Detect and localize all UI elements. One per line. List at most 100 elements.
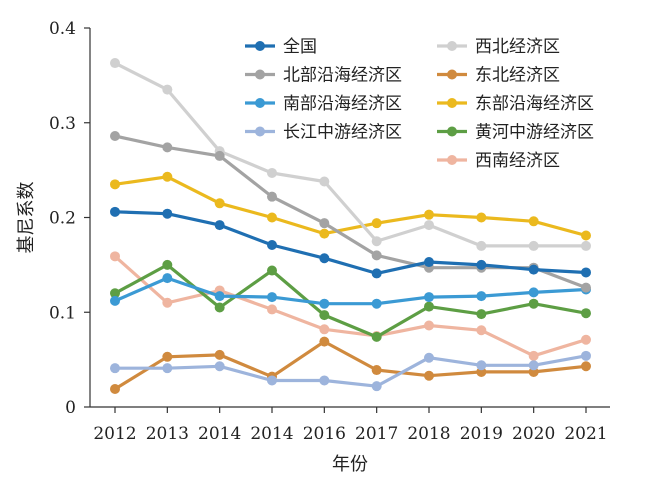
legend-label: 北部沿海经济区	[283, 66, 402, 86]
data-point	[581, 240, 591, 251]
data-point	[424, 220, 434, 231]
legend-item: 北部沿海经济区	[245, 66, 402, 86]
data-point	[214, 220, 225, 231]
data-point	[371, 218, 382, 229]
data-point	[162, 363, 173, 374]
data-point	[528, 298, 539, 309]
data-point	[162, 351, 173, 362]
legend-swatch-marker	[447, 69, 457, 80]
data-point	[371, 268, 382, 279]
y-tick-label: 0.4	[49, 19, 76, 39]
data-point	[319, 324, 330, 335]
series-line	[115, 354, 587, 388]
legend-label: 南部沿海经济区	[283, 94, 402, 114]
data-point	[424, 209, 434, 220]
data-point	[267, 265, 277, 276]
data-point	[162, 84, 173, 95]
data-point	[267, 375, 277, 386]
data-point	[267, 239, 277, 250]
data-point	[581, 282, 591, 293]
series-lines	[110, 58, 591, 394]
x-tick-label: 2017	[355, 424, 398, 444]
data-point	[528, 350, 539, 361]
data-point	[424, 292, 434, 303]
data-point	[581, 334, 591, 345]
x-tick-label: 2014	[250, 424, 293, 444]
data-point	[110, 58, 120, 69]
data-point	[319, 218, 330, 229]
series-line	[114, 276, 587, 306]
series-4	[110, 350, 591, 392]
data-point	[476, 259, 487, 270]
x-tick-label: 2021	[564, 424, 607, 444]
data-point	[162, 259, 173, 270]
y-axis-title: 基尼系数	[16, 182, 37, 254]
data-point	[319, 298, 330, 309]
legend-item: 东部沿海经济区	[437, 94, 594, 114]
legend-label: 黄河中游经济区	[475, 123, 594, 143]
x-tick-label: 2014	[198, 424, 241, 444]
data-point	[267, 191, 277, 202]
legend-item: 南部沿海经济区	[245, 94, 402, 114]
data-point	[267, 212, 277, 223]
legend-swatch-marker	[255, 69, 265, 80]
data-point	[581, 350, 591, 361]
data-point	[528, 216, 539, 227]
data-point	[371, 298, 382, 309]
legend-label: 西北经济区	[475, 37, 560, 57]
x-tick-label: 2016	[303, 424, 346, 444]
data-point	[214, 302, 225, 313]
legend-item: 黄河中游经济区	[437, 123, 594, 143]
series-7	[110, 171, 591, 241]
data-point	[214, 349, 225, 360]
data-point	[371, 331, 382, 342]
data-point	[162, 273, 173, 284]
y-tick-label: 0.1	[49, 303, 76, 323]
series-line	[114, 263, 587, 339]
data-point	[476, 291, 487, 302]
legend-label: 全国	[283, 37, 317, 57]
legend-item: 西北经济区	[437, 37, 560, 57]
data-point	[528, 287, 539, 298]
data-point	[110, 131, 120, 142]
data-point	[424, 257, 434, 268]
data-point	[476, 212, 487, 223]
data-point	[371, 236, 382, 247]
data-point	[319, 375, 330, 386]
y-tick-label: 0.3	[49, 114, 76, 134]
data-point	[214, 361, 225, 372]
data-point	[162, 208, 173, 219]
legend-swatch-marker	[255, 98, 265, 108]
legend-swatch-marker	[447, 126, 457, 137]
data-point	[424, 301, 434, 312]
data-point	[319, 228, 330, 239]
y-tick-label: 0	[65, 398, 76, 418]
data-point	[528, 264, 539, 275]
data-point	[424, 352, 434, 363]
data-point	[214, 150, 225, 161]
data-point	[371, 250, 382, 261]
data-point	[528, 240, 539, 251]
data-point	[581, 230, 591, 241]
legend-item: 全国	[245, 37, 317, 57]
data-point	[424, 370, 434, 381]
data-point	[319, 310, 330, 321]
series-3	[110, 273, 591, 309]
y-tick-label: 0.2	[49, 209, 76, 229]
series-line	[114, 61, 586, 248]
series-line	[114, 210, 587, 275]
data-point	[162, 142, 173, 153]
legend-label: 东部沿海经济区	[475, 94, 594, 114]
legend-swatch-marker	[255, 41, 265, 51]
data-point	[267, 167, 277, 178]
data-point	[424, 320, 434, 331]
x-tick-label: 2020	[512, 424, 555, 444]
data-point	[110, 288, 120, 299]
series-line	[114, 340, 587, 391]
x-tick-label: 2012	[93, 424, 136, 444]
x-tick-label: 2013	[146, 424, 189, 444]
data-point	[110, 383, 120, 394]
